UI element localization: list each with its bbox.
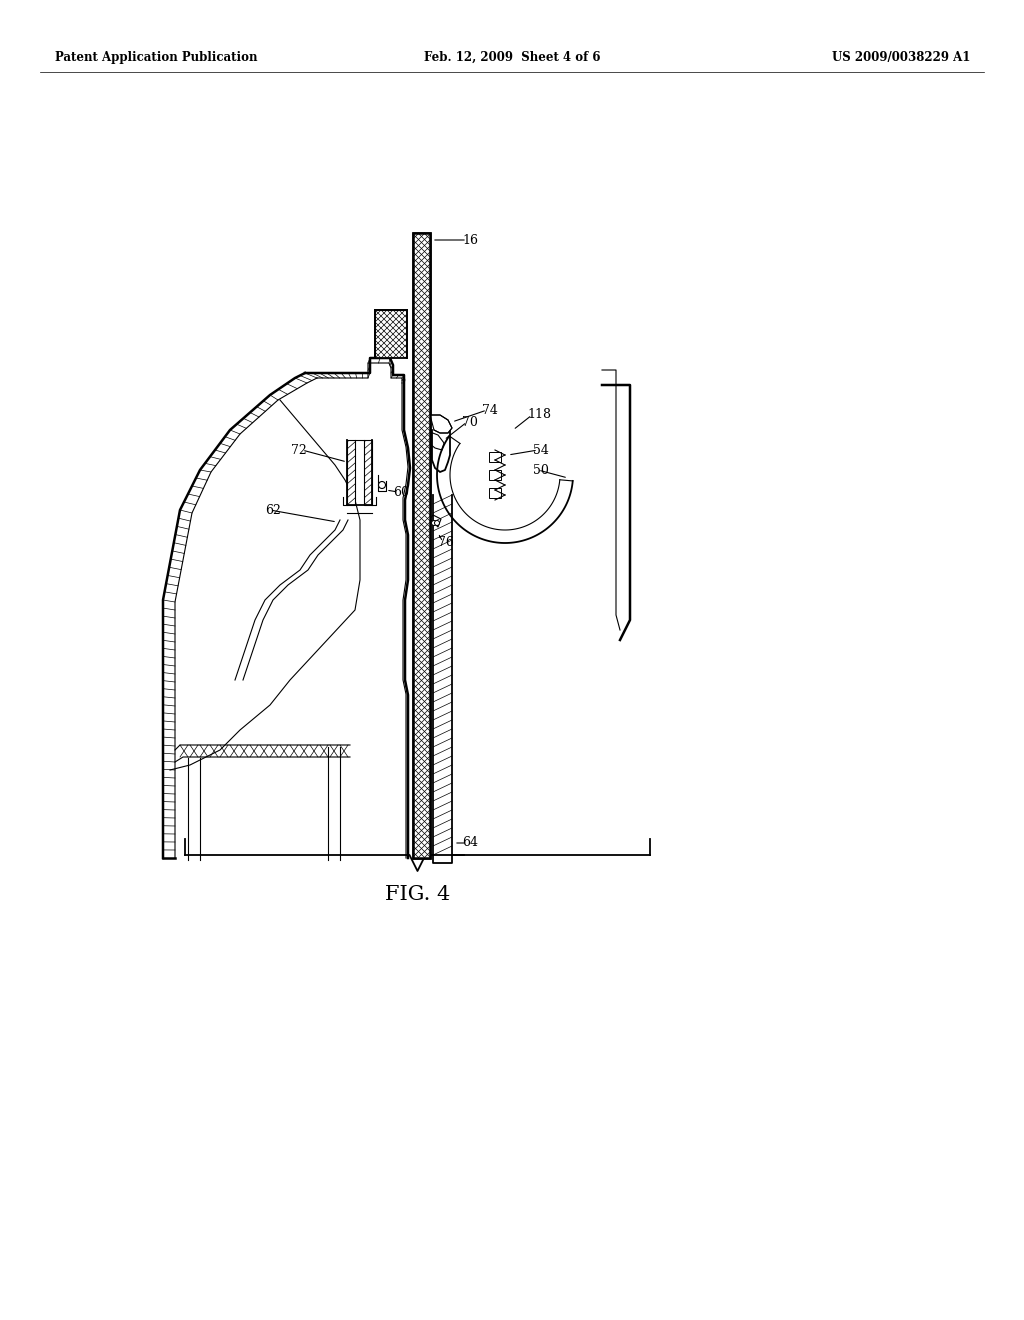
Text: Feb. 12, 2009  Sheet 4 of 6: Feb. 12, 2009 Sheet 4 of 6 [424,50,600,63]
Bar [489,488,501,498]
Polygon shape [375,310,407,358]
Text: Patent Application Publication: Patent Application Publication [55,50,257,63]
Polygon shape [347,440,355,506]
Bar [489,470,501,480]
Polygon shape [430,414,452,433]
Polygon shape [364,440,372,506]
Text: 74: 74 [482,404,498,417]
Circle shape [379,482,385,488]
Text: 50: 50 [534,463,549,477]
Circle shape [434,520,439,525]
Circle shape [431,520,436,525]
Bar [489,451,501,462]
Text: 60: 60 [393,486,409,499]
Polygon shape [413,234,430,858]
Text: 72: 72 [291,444,307,457]
Text: 16: 16 [462,234,478,247]
Text: FIG. 4: FIG. 4 [385,886,451,904]
Text: 54: 54 [534,444,549,457]
Text: 118: 118 [527,408,551,421]
Polygon shape [413,234,430,858]
Text: 70: 70 [462,416,478,429]
Text: 62: 62 [265,503,281,516]
Text: 76: 76 [438,536,454,549]
Text: US 2009/0038229 A1: US 2009/0038229 A1 [831,50,970,63]
Text: 64: 64 [462,837,478,850]
